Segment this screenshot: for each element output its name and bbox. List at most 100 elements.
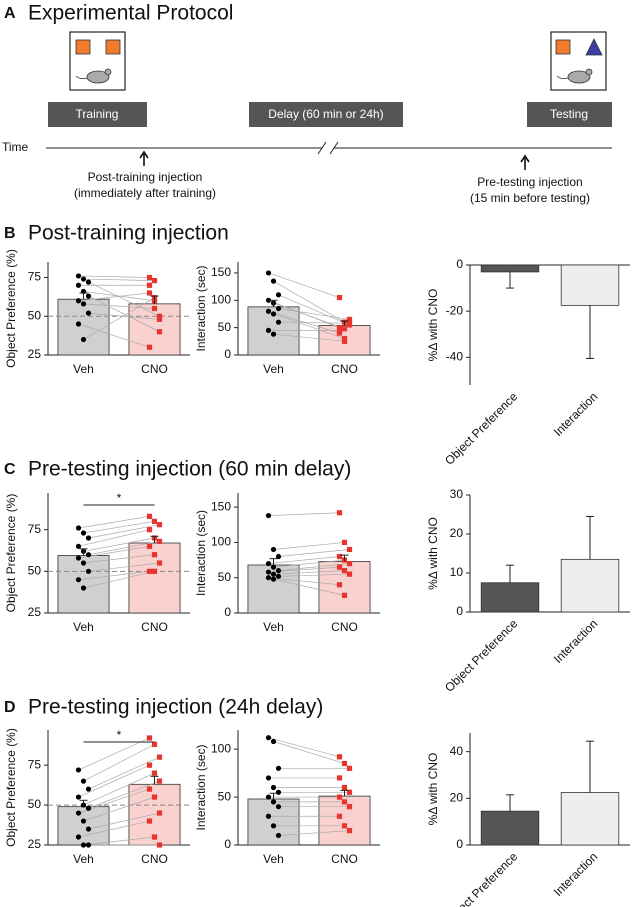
y-tick-label: 150 [211,499,231,513]
y-tick-label: 25 [28,605,42,619]
point [341,338,348,344]
y-tick-label: 0 [224,347,231,361]
bar [480,810,540,846]
point [346,571,353,577]
stage-label: Testing [550,107,588,121]
pair-line [273,302,345,330]
y-axis-label: Interaction (sec) [194,510,208,596]
y-tick-label: 50 [218,320,232,334]
pair-line [273,280,345,323]
point [265,735,272,741]
point [85,293,92,299]
point [80,276,87,282]
point [270,576,277,582]
x-tick-label: CNO [331,852,358,866]
pair-line [268,310,340,334]
panel-title: Pre-testing injection (60 min delay) [28,458,351,481]
significance-label: * [117,728,122,742]
point [336,330,343,336]
point [85,535,92,541]
point [80,530,87,536]
y-tick-label: 75 [28,270,42,284]
point [336,794,343,800]
point [336,510,343,516]
y-tick-label: 100 [211,741,231,755]
pair-line [273,741,345,764]
x-tick-label: Interaction [551,616,601,666]
point [341,326,348,332]
point [265,575,272,581]
arrow [139,150,149,166]
pair-line [83,570,155,589]
point [265,270,272,276]
x-tick-label: Veh [263,362,284,376]
pair-line [278,549,350,557]
point [275,292,282,298]
point [275,573,282,579]
point [146,818,153,824]
point [156,316,163,322]
point [265,297,272,303]
bar [247,798,300,846]
point [336,553,343,560]
x-tick-label: Veh [73,362,94,376]
pair-line [278,830,350,836]
pair-line [83,303,155,309]
pair-line [273,578,345,596]
y-tick-label: -20 [446,303,464,317]
point [146,543,153,549]
bar [57,806,110,846]
point [346,789,353,795]
point [146,344,153,350]
point [270,564,277,570]
y-axis-label: %Δ with CNO [426,289,440,362]
y-tick-label: 50 [28,797,42,811]
point [75,543,82,549]
point [265,794,272,800]
point [336,582,343,588]
point [156,778,163,784]
y-tick-label: 40 [450,744,464,758]
y-axis-label: %Δ with CNO [426,753,440,826]
point [85,826,92,832]
panel-letter: D [4,699,16,716]
point [151,305,158,312]
point [75,834,82,840]
point [151,770,158,776]
pair-line [273,559,345,568]
point [146,762,153,768]
pair-line [278,294,350,326]
point [341,799,348,805]
y-tick-label: 25 [28,347,42,361]
y-tick-label: 0 [224,837,231,851]
point [151,552,158,558]
pair-line [88,562,160,572]
point [146,274,153,281]
y-tick-label: 100 [211,292,231,306]
point [146,290,153,296]
point [270,784,277,791]
y-tick-label: 20 [450,526,464,540]
point [85,279,92,285]
point [80,336,87,343]
pair-line [88,295,160,333]
point [75,298,82,304]
point [80,560,87,566]
point [265,813,272,819]
point [75,794,82,800]
pair-line [88,540,160,556]
panel-letter: A [4,5,16,22]
testing-icon [550,31,607,91]
panel-title: Experimental Protocol [28,2,233,25]
axis-break [317,141,327,155]
y-axis-label: Object Preference (%) [4,249,18,368]
point [336,754,343,760]
point [80,585,87,591]
point [341,568,348,574]
pair-line [278,308,350,320]
bar [480,582,540,613]
annotation: Pre-testing injection [477,175,582,189]
point [341,784,348,791]
point [75,282,82,288]
point [270,311,277,317]
